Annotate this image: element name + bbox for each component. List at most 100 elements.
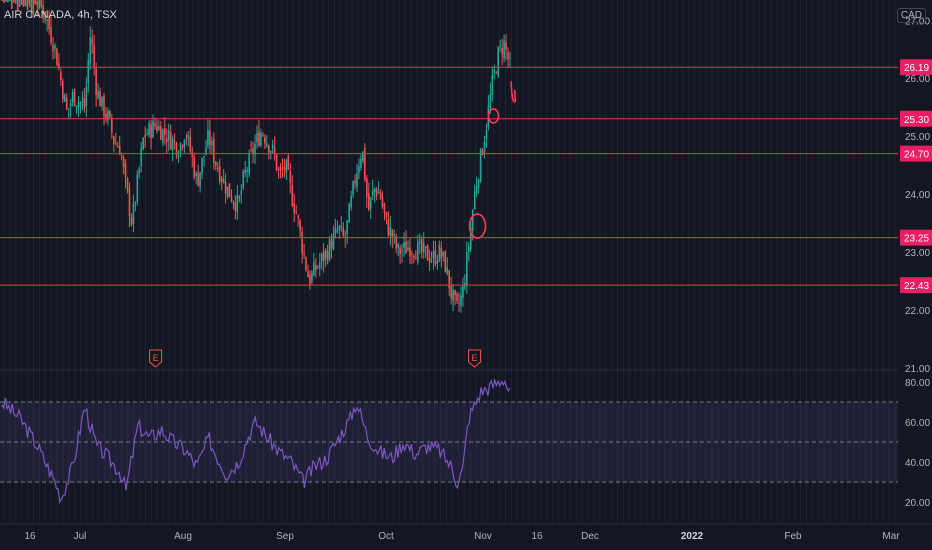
currency-badge[interactable]: CAD [896, 8, 926, 23]
candle-body [338, 226, 341, 230]
candle-body [334, 228, 337, 234]
candle-body [22, 0, 25, 7]
candle-body [442, 252, 445, 257]
x-tick-label: 16 [24, 531, 36, 542]
candle-body [71, 92, 74, 103]
candle-body [379, 192, 382, 199]
candle-body [124, 163, 127, 178]
candle-body [103, 95, 105, 117]
candle-body [446, 268, 449, 274]
y-tick-label: 26.00 [905, 74, 930, 85]
candle-body [83, 98, 86, 108]
candle-body [9, 0, 11, 1]
candle-body [136, 174, 139, 202]
candle-body [318, 262, 321, 268]
candle-body [3, 0, 5, 3]
candle-body [116, 146, 119, 148]
candle-body [320, 253, 323, 262]
earnings-marker-shape [149, 349, 163, 368]
candle-body [281, 168, 284, 170]
candle-body [422, 243, 425, 253]
annotation-arrow [510, 81, 517, 103]
candle-body [62, 81, 64, 100]
x-tick-label: Oct [378, 531, 394, 542]
candle-body [324, 250, 327, 259]
candle-body [501, 47, 503, 55]
candle-body [279, 167, 282, 171]
candle-body [407, 247, 409, 251]
candle-body [7, 0, 9, 3]
candle-body [177, 156, 180, 158]
candle-body [344, 236, 347, 238]
level-badge [900, 229, 932, 246]
candle-body [485, 130, 488, 139]
y-tick-label: 23.00 [905, 248, 930, 259]
rsi-line [1, 377, 511, 505]
candle-body [352, 181, 354, 195]
candle-body [273, 147, 276, 155]
candle-body [264, 137, 266, 144]
candle-body [440, 248, 443, 259]
candle-body [387, 219, 390, 236]
candle-body [450, 286, 452, 298]
candle-body [250, 149, 252, 151]
candle-body [69, 103, 72, 107]
candle-body [475, 186, 478, 194]
candle-body [430, 260, 433, 262]
candle-body [293, 203, 296, 213]
candle-body [199, 172, 201, 188]
candle-body [371, 190, 374, 196]
candle-body [148, 123, 150, 135]
candle-body [364, 148, 366, 180]
candle-body [156, 125, 158, 132]
candle-body [283, 167, 286, 170]
candle-body [385, 212, 388, 218]
earnings-marker-shape [468, 349, 482, 368]
candle-body [36, 1, 39, 6]
candle-body [42, 5, 44, 15]
candle-body [207, 129, 209, 147]
rsi-tick-label: 60.00 [905, 418, 930, 429]
candle-body [373, 188, 376, 193]
candle-body [448, 270, 450, 289]
candle-body [471, 210, 474, 231]
candle-body [216, 168, 219, 170]
candle-body [185, 138, 188, 140]
candle-body [236, 195, 239, 213]
candle-body [91, 38, 94, 45]
candle-body [271, 144, 274, 149]
candle-body [460, 295, 462, 306]
candle-body [114, 143, 117, 145]
candle-body [140, 148, 143, 167]
candle-body [493, 70, 496, 73]
candle-body [130, 217, 133, 225]
candle-body [44, 11, 46, 20]
candle-body [87, 60, 90, 83]
candle-body [193, 157, 196, 178]
candle-body [348, 204, 350, 223]
candle-body [315, 264, 317, 271]
candle-body [75, 105, 78, 108]
candle-body [79, 102, 82, 104]
candle-body [183, 140, 186, 148]
candle-body [99, 91, 101, 107]
candle-body [424, 246, 427, 248]
candle-body [34, 0, 37, 5]
candle-body [473, 191, 476, 210]
candle-body [54, 45, 56, 49]
candle-body [122, 157, 125, 167]
candle-body [403, 241, 405, 248]
candle-body [497, 47, 500, 76]
candle-body [354, 180, 356, 184]
candle-body [503, 40, 505, 59]
time-axis: 16 Jul Aug Sep Oct Nov 16 Dec 2022 Feb Mar [0, 523, 932, 542]
candle-body [444, 251, 447, 272]
annotation-circle [487, 108, 500, 124]
candle-body [214, 161, 217, 166]
candle-body [305, 257, 307, 270]
candle-body [11, 0, 13, 9]
earnings-marker-label: E [472, 353, 478, 363]
candle-body [291, 184, 294, 206]
candle-body [395, 236, 398, 249]
